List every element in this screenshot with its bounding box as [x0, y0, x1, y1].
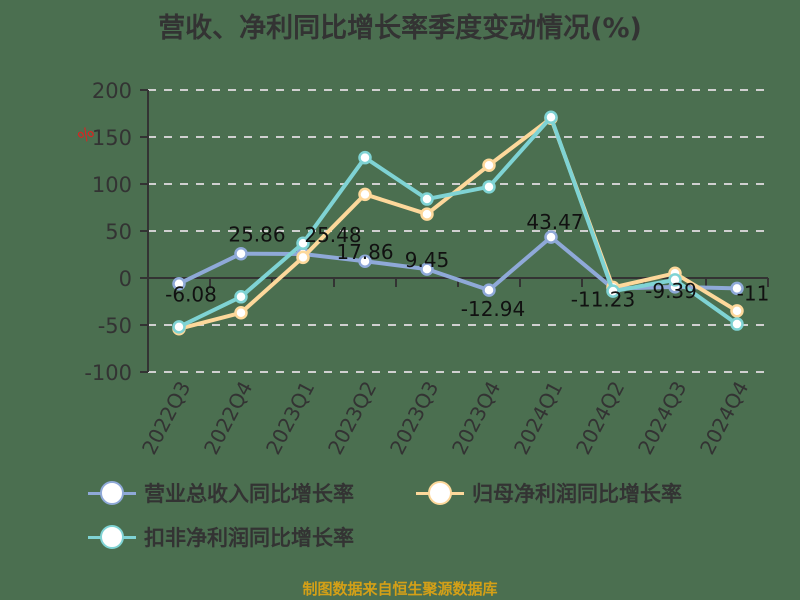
data-label: 43.47 [526, 210, 583, 234]
data-point[interactable] [730, 317, 744, 331]
data-label: 9.45 [405, 248, 450, 272]
data-point[interactable] [482, 180, 496, 194]
data-point[interactable] [172, 276, 186, 291]
data-point[interactable] [544, 110, 558, 125]
series-line [178, 116, 739, 331]
x-tick-label: 2023Q4 [447, 377, 505, 458]
y-tick-label: 100 [92, 173, 132, 197]
legend-label: 归母净利润同比增长率 [472, 482, 682, 506]
y-tick-label: -100 [84, 361, 132, 385]
data-point[interactable] [730, 304, 744, 318]
data-point[interactable] [358, 150, 372, 165]
series-line [178, 235, 738, 293]
x-tick-label: 2024Q4 [695, 377, 753, 458]
data-point[interactable] [234, 290, 248, 304]
data-point[interactable] [296, 236, 310, 250]
data-label: -9.39 [645, 279, 697, 303]
x-tick-label: 2024Q3 [633, 377, 691, 458]
x-tick-label: 2022Q4 [199, 377, 257, 458]
legend-label: 营业总收入同比增长率 [144, 482, 354, 506]
data-label: -11.23 [571, 288, 635, 312]
data-point[interactable] [606, 284, 620, 298]
data-label: -11 [737, 281, 770, 305]
x-tick-label: 2023Q2 [323, 377, 381, 458]
legend-item-deducted-net-profit[interactable]: 扣非净利润同比增长率 [88, 522, 354, 552]
x-tick-label: 2024Q1 [509, 377, 567, 458]
data-point[interactable] [358, 187, 372, 202]
series-lines [172, 110, 744, 336]
data-point[interactable] [420, 207, 434, 221]
data-label: -12.94 [461, 297, 525, 321]
data-point[interactable] [358, 254, 372, 268]
x-tick-label: 2023Q1 [261, 377, 319, 458]
data-point[interactable] [544, 230, 558, 244]
data-point[interactable] [730, 281, 744, 296]
legend-label: 扣非净利润同比增长率 [144, 526, 354, 550]
legend-dot [100, 481, 124, 505]
data-label: 25.48 [304, 223, 361, 247]
y-axis-ticks: 200 150 100 50 0 -50 -100 [84, 79, 132, 385]
data-source-note: 制图数据来自恒生聚源数据库 [302, 580, 498, 598]
data-point[interactable] [482, 283, 496, 297]
data-point[interactable] [420, 262, 434, 276]
x-axis-ticks: 2022Q3 2022Q4 2023Q1 2023Q2 2023Q3 2023Q4 2024… [137, 377, 753, 458]
y-tick-label: 150 [92, 126, 132, 150]
data-point[interactable] [420, 192, 434, 206]
legend-item-net-profit[interactable]: 归母净利润同比增长率 [416, 478, 682, 508]
series-line [178, 115, 739, 329]
x-tick-label: 2022Q3 [137, 377, 195, 458]
data-point[interactable] [296, 250, 310, 265]
data-label: 17.86 [336, 240, 393, 264]
x-tick-label: 2023Q3 [385, 377, 443, 458]
y-tick-label: -50 [98, 314, 132, 338]
data-point[interactable] [482, 158, 496, 172]
data-label: 25.86 [228, 223, 285, 247]
data-point[interactable] [234, 306, 248, 320]
data-point[interactable] [234, 246, 248, 261]
x-tick-label: 2024Q2 [571, 377, 629, 458]
data-label: -6.08 [165, 283, 217, 307]
legend-marker-icon [416, 480, 464, 506]
y-tick-label: 0 [119, 267, 132, 291]
data-point[interactable] [668, 273, 682, 287]
y-tick-label: 50 [105, 220, 132, 244]
legend-marker-icon [88, 524, 136, 550]
legend-dot [100, 525, 124, 549]
chart-title: 营收、净利同比增长率季度变动情况(%) [158, 13, 642, 44]
data-point[interactable] [172, 320, 186, 334]
y-tick-label: 200 [92, 79, 132, 103]
legend-marker-icon [88, 480, 136, 506]
legend-dot [428, 481, 452, 505]
legend-item-revenue[interactable]: 营业总收入同比增长率 [88, 478, 354, 508]
gridlines [148, 89, 768, 373]
